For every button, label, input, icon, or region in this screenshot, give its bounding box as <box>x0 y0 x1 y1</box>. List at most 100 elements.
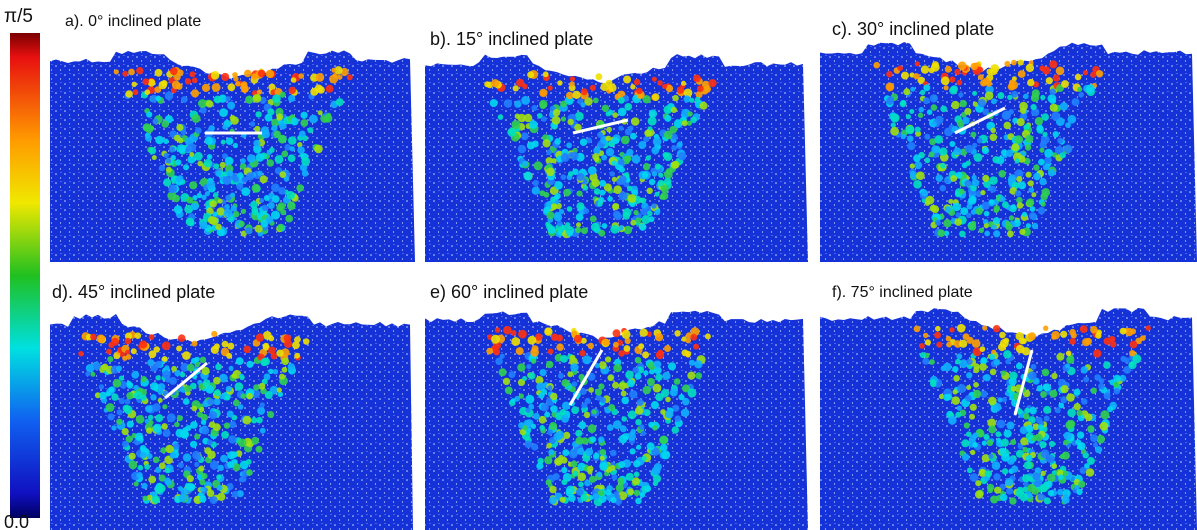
particle <box>1019 426 1028 435</box>
particle <box>267 411 275 418</box>
particle <box>552 109 561 117</box>
particle <box>632 477 640 486</box>
particle <box>589 475 597 483</box>
particle <box>638 223 647 231</box>
particle <box>251 436 259 445</box>
particle <box>973 363 980 370</box>
particle <box>288 86 296 95</box>
particle <box>190 203 198 211</box>
panel <box>820 42 1197 262</box>
particle <box>215 223 222 230</box>
particle <box>1028 332 1037 341</box>
particle <box>672 404 680 412</box>
particle <box>231 373 237 379</box>
particle <box>559 209 565 215</box>
particle <box>297 146 305 154</box>
particle <box>550 392 558 401</box>
particle <box>126 380 132 387</box>
particle <box>514 100 522 108</box>
particle <box>235 81 241 87</box>
particle <box>561 479 568 486</box>
particle <box>125 90 133 98</box>
particle <box>191 114 201 123</box>
particle <box>982 174 990 182</box>
particle <box>1051 463 1058 469</box>
particle <box>125 349 131 355</box>
particle <box>172 442 180 450</box>
particle <box>955 358 961 365</box>
particle <box>581 437 589 445</box>
particle <box>526 141 535 150</box>
particle <box>575 436 584 445</box>
particle <box>957 61 967 71</box>
particle <box>1090 434 1098 443</box>
particle <box>261 130 270 139</box>
particle <box>511 120 521 130</box>
particle <box>613 363 622 373</box>
particle <box>988 396 997 406</box>
particle <box>599 179 607 187</box>
particle <box>980 390 988 398</box>
particle <box>1008 215 1015 221</box>
particle <box>204 191 210 197</box>
particle <box>574 123 582 132</box>
particle <box>1085 337 1092 345</box>
particle <box>139 451 147 459</box>
particle <box>1040 470 1046 476</box>
particle <box>957 384 967 393</box>
particle <box>154 68 163 77</box>
particle <box>634 356 642 364</box>
particle <box>284 144 291 151</box>
particle <box>944 206 951 213</box>
particle <box>255 333 265 342</box>
particle <box>209 460 219 470</box>
particle <box>152 118 159 125</box>
particle <box>970 62 978 71</box>
particle <box>290 77 297 83</box>
particle <box>1077 442 1086 451</box>
particle <box>1073 403 1081 411</box>
particle <box>1065 350 1072 357</box>
particle <box>984 230 991 237</box>
particle <box>1023 93 1029 100</box>
particle <box>708 79 717 88</box>
panel-label: e) 60° inclined plate <box>430 282 588 302</box>
particle <box>997 397 1003 403</box>
particle <box>227 101 236 110</box>
particle <box>663 177 672 186</box>
particle <box>1040 201 1046 207</box>
particle <box>576 190 583 197</box>
particle <box>627 488 635 496</box>
particle <box>617 158 625 166</box>
particle <box>111 393 119 401</box>
particle <box>922 357 930 365</box>
particle <box>627 410 637 420</box>
particle <box>972 347 982 357</box>
particle <box>1081 398 1088 405</box>
particle <box>576 222 581 228</box>
particle <box>1113 374 1121 383</box>
particle <box>232 72 238 78</box>
particle <box>664 409 674 419</box>
particle <box>315 73 325 82</box>
particle <box>596 471 603 478</box>
particle <box>1011 90 1018 98</box>
particle <box>550 333 559 341</box>
particle <box>145 135 153 142</box>
particle <box>614 493 621 500</box>
particle <box>1076 488 1083 496</box>
plate <box>572 118 629 135</box>
particle <box>1043 415 1050 422</box>
particle <box>527 335 537 345</box>
particle <box>166 413 176 423</box>
particle <box>547 385 553 391</box>
particle <box>542 71 549 78</box>
particle <box>917 76 925 85</box>
particle <box>956 79 963 86</box>
particle <box>959 230 966 238</box>
particle <box>274 155 284 164</box>
particle <box>1047 490 1054 497</box>
particle <box>187 155 196 164</box>
particle <box>196 411 203 418</box>
particle <box>548 496 557 505</box>
